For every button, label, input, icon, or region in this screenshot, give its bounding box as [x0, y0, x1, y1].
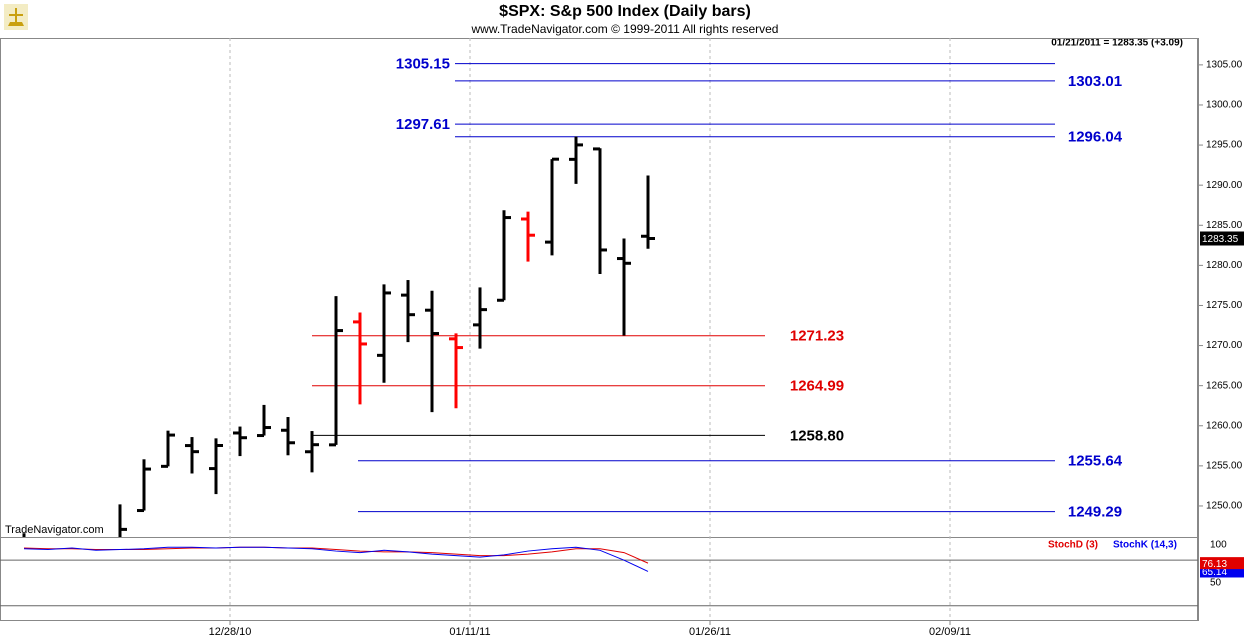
- y-tick-label: 1260.00: [1206, 420, 1243, 431]
- last-value-box: [1200, 557, 1244, 570]
- level-label: 1305.15: [396, 56, 450, 73]
- y-tick-label: 1280.00: [1206, 260, 1243, 271]
- level-label: 1271.23: [790, 328, 844, 345]
- watermark: TradeNavigator.com: [5, 524, 104, 536]
- y-tick-label: 1255.00: [1206, 461, 1243, 472]
- level-label: 1303.01: [1068, 73, 1122, 90]
- y-tick-label: 1290.00: [1206, 180, 1243, 191]
- last-price-label: 1283.35: [1202, 234, 1239, 245]
- price-bars: [22, 136, 655, 537]
- last-price-box: [1200, 231, 1244, 246]
- chart-title: $SPX: S&p 500 Index (Daily bars): [499, 3, 751, 20]
- last-value-label: 76.13: [1202, 559, 1227, 570]
- indicator-tick-label: 100: [1210, 540, 1227, 551]
- chart-subtitle: www.TradeNavigator.com © 1999-2011 All r…: [471, 22, 779, 36]
- last-value-label: 65.14: [1202, 567, 1227, 578]
- legend-entry: StochD (3): [1048, 540, 1098, 551]
- quote-label: 01/21/2011 = 1283.35 (+3.09): [1051, 38, 1183, 49]
- logo: [4, 4, 28, 30]
- x-tick-label: 01/11/11: [449, 626, 490, 638]
- indicator-line: [23, 546, 649, 572]
- legend-entry: StochK (14,3): [1113, 540, 1177, 551]
- level-label: 1296.04: [1068, 129, 1123, 146]
- y-tick-label: 1295.00: [1206, 140, 1243, 151]
- y-tick-label: 1250.00: [1206, 501, 1243, 512]
- y-tick-label: 1265.00: [1206, 380, 1243, 391]
- level-label: 1264.99: [790, 378, 844, 395]
- indicator-tick-label: 50: [1210, 578, 1222, 589]
- y-tick-label: 1275.00: [1206, 300, 1243, 311]
- x-tick-label: 01/26/11: [689, 626, 731, 638]
- y-tick-label: 1270.00: [1206, 340, 1243, 351]
- x-tick-label: 02/09/11: [929, 626, 971, 638]
- level-label: 1258.80: [790, 427, 844, 444]
- y-tick-label: 1300.00: [1206, 100, 1243, 111]
- y-tick-label: 1285.00: [1206, 220, 1243, 231]
- level-label: 1255.64: [1068, 453, 1123, 470]
- level-label: 1249.29: [1068, 504, 1122, 521]
- level-label: 1297.61: [396, 116, 450, 133]
- x-tick-label: 12/28/10: [209, 626, 252, 638]
- y-tick-label: 1305.00: [1206, 60, 1243, 71]
